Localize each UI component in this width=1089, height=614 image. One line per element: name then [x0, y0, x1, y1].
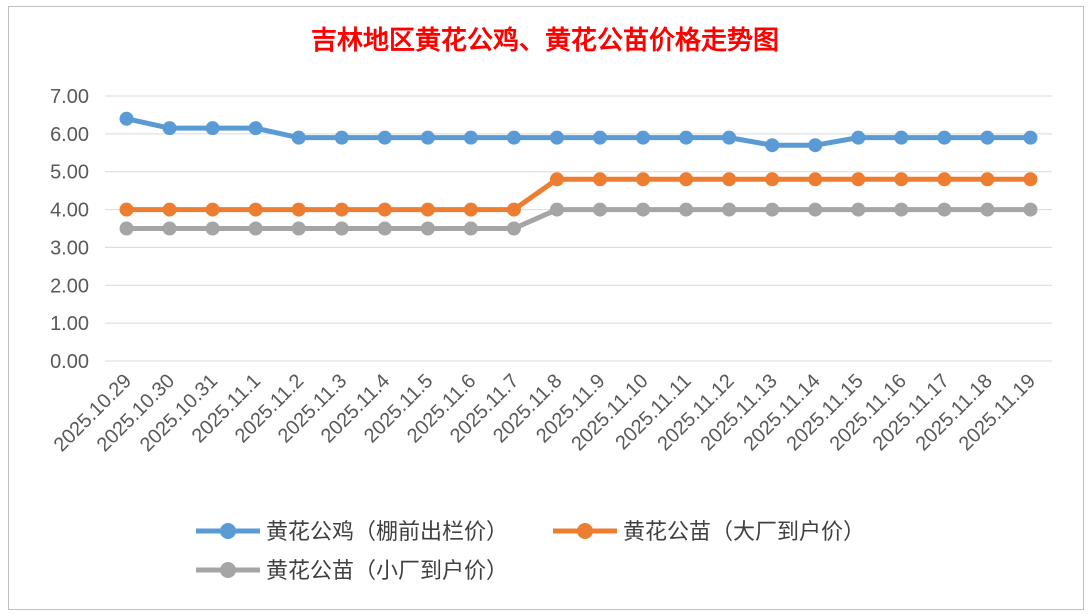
- data-point: [205, 221, 220, 236]
- chart-frame: [8, 6, 1084, 610]
- data-point: [119, 202, 134, 217]
- data-point: [679, 202, 694, 217]
- data-point: [808, 138, 823, 153]
- chart-title: 吉林地区黄花公鸡、黄花公苗价格走势图: [311, 25, 779, 56]
- y-tick-label: 6.00: [50, 124, 89, 146]
- y-tick-label: 0.00: [50, 351, 89, 373]
- data-point: [549, 172, 564, 187]
- data-point: [506, 130, 521, 145]
- data-point: [248, 121, 263, 136]
- series-1: [119, 111, 1038, 153]
- data-point: [205, 202, 220, 217]
- data-point: [980, 172, 995, 187]
- data-point: [549, 130, 564, 145]
- series-line: [125, 116, 1031, 148]
- data-point: [894, 202, 909, 217]
- data-point: [119, 111, 134, 126]
- data-point: [937, 202, 952, 217]
- series-3: [119, 202, 1038, 236]
- legend-item: 黄花公鸡（棚前出栏价）: [196, 520, 508, 545]
- y-axis-ticks: 0.00 1.00 2.00 3.00 4.00 5.00 6.00 7.00: [50, 86, 89, 373]
- data-point: [377, 202, 392, 217]
- y-tick-label: 3.00: [50, 237, 89, 259]
- data-point: [506, 221, 521, 236]
- data-point: [851, 202, 866, 217]
- y-tick-label: 7.00: [50, 86, 89, 108]
- data-point: [377, 221, 392, 236]
- data-point: [420, 202, 435, 217]
- data-point: [162, 121, 177, 136]
- data-point: [894, 172, 909, 187]
- data-point: [722, 202, 737, 217]
- legend-label: 黄花公苗（大厂到户价）: [623, 520, 865, 545]
- data-point: [851, 130, 866, 145]
- data-point: [722, 130, 737, 145]
- data-point: [377, 130, 392, 145]
- data-point: [851, 172, 866, 187]
- series-lines: [119, 111, 1038, 236]
- legend-swatch-marker: [220, 562, 236, 578]
- data-point: [765, 202, 780, 217]
- data-point: [420, 221, 435, 236]
- data-point: [463, 130, 478, 145]
- y-tick-label: 4.00: [50, 200, 89, 222]
- data-point: [636, 202, 651, 217]
- data-point: [1023, 202, 1038, 217]
- data-point: [1023, 130, 1038, 145]
- legend-swatch-marker: [220, 523, 236, 539]
- data-point: [679, 172, 694, 187]
- data-point: [765, 138, 780, 153]
- data-point: [722, 172, 737, 187]
- legend-item: 黄花公苗（小厂到户价）: [196, 559, 508, 584]
- data-point: [937, 130, 952, 145]
- data-point: [980, 130, 995, 145]
- data-point: [1023, 172, 1038, 187]
- data-point: [593, 202, 608, 217]
- legend: 黄花公鸡（棚前出栏价） 黄花公苗（大厂到户价） 黄花公苗（小厂到户价）: [196, 520, 865, 584]
- data-point: [894, 130, 909, 145]
- series-2: [119, 172, 1038, 217]
- data-point: [506, 202, 521, 217]
- data-point: [593, 130, 608, 145]
- data-point: [765, 172, 780, 187]
- x-axis-ticks: 2025.10.292025.10.302025.10.312025.11.12…: [50, 370, 1040, 456]
- legend-swatch-marker: [577, 523, 593, 539]
- data-point: [162, 221, 177, 236]
- data-point: [636, 172, 651, 187]
- y-tick-label: 1.00: [50, 313, 89, 335]
- data-point: [334, 221, 349, 236]
- data-point: [808, 172, 823, 187]
- data-point: [636, 130, 651, 145]
- data-point: [119, 221, 134, 236]
- data-point: [334, 130, 349, 145]
- series-line: [126, 207, 1031, 231]
- y-tick-label: 5.00: [50, 162, 89, 184]
- data-point: [463, 221, 478, 236]
- data-point: [593, 172, 608, 187]
- data-point: [679, 130, 694, 145]
- legend-label: 黄花公苗（小厂到户价）: [266, 559, 508, 584]
- legend-item: 黄花公苗（大厂到户价）: [553, 520, 865, 545]
- data-point: [248, 221, 263, 236]
- data-point: [937, 172, 952, 187]
- data-point: [162, 202, 177, 217]
- data-point: [808, 202, 823, 217]
- data-point: [291, 130, 306, 145]
- data-point: [980, 202, 995, 217]
- data-point: [334, 202, 349, 217]
- data-point: [248, 202, 263, 217]
- data-point: [463, 202, 478, 217]
- data-point: [420, 130, 435, 145]
- series-line: [126, 176, 1031, 213]
- data-point: [291, 221, 306, 236]
- y-tick-label: 2.00: [50, 275, 89, 297]
- data-point: [291, 202, 306, 217]
- data-point: [549, 202, 564, 217]
- legend-label: 黄花公鸡（棚前出栏价）: [266, 520, 508, 545]
- data-point: [205, 121, 220, 136]
